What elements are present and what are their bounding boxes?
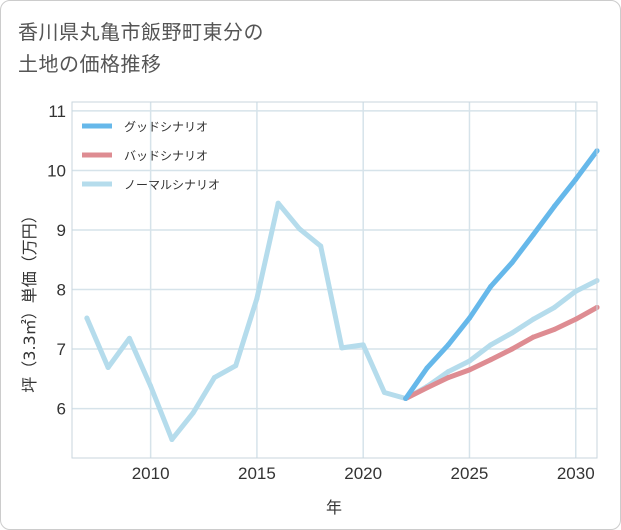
data-point xyxy=(551,304,557,310)
chart-title-line1: 香川県丸亀市飯野町東分の xyxy=(18,20,264,44)
data-point xyxy=(551,203,557,209)
data-point xyxy=(381,390,387,396)
chart-title-line2: 土地の価格推移 xyxy=(18,52,162,76)
series-line-1 xyxy=(403,304,600,401)
data-point xyxy=(339,345,345,351)
legend-label: バッドシナリオ xyxy=(124,149,208,163)
x-tick-label: 2010 xyxy=(132,464,170,483)
plot-frame xyxy=(71,101,598,459)
data-point xyxy=(530,232,536,238)
data-point xyxy=(424,385,430,391)
data-point xyxy=(509,346,515,352)
data-point xyxy=(445,375,451,381)
chart-title: 香川県丸亀市飯野町東分の 土地の価格推移 xyxy=(18,16,458,80)
data-point xyxy=(360,342,366,348)
data-point xyxy=(424,365,430,371)
series-line-2 xyxy=(84,200,600,442)
data-point xyxy=(573,288,579,294)
y-axis-label: 坪（3.3㎡）単価（万円） xyxy=(20,207,39,392)
data-point xyxy=(530,334,536,340)
series-line-0 xyxy=(403,148,600,401)
data-point xyxy=(148,383,154,389)
series-layer xyxy=(84,148,600,443)
data-point xyxy=(190,410,196,416)
x-tick-label: 2020 xyxy=(344,464,382,483)
x-tick-label: 2025 xyxy=(451,464,489,483)
y-tick-label: 6 xyxy=(57,400,66,419)
data-point xyxy=(211,375,217,381)
data-point xyxy=(488,284,494,290)
data-point xyxy=(466,367,472,373)
data-point xyxy=(126,335,132,341)
y-tick-label: 9 xyxy=(57,221,66,240)
data-point xyxy=(466,358,472,364)
data-point xyxy=(105,365,111,371)
x-tick-label: 2015 xyxy=(238,464,276,483)
data-point xyxy=(169,437,175,443)
data-point xyxy=(573,176,579,182)
data-point xyxy=(275,200,281,206)
data-point xyxy=(466,315,472,321)
x-tick-label: 2030 xyxy=(557,464,595,483)
legend-label: ノーマルシナリオ xyxy=(124,178,220,192)
data-point xyxy=(403,395,409,401)
data-point xyxy=(488,357,494,363)
data-point xyxy=(254,295,260,301)
data-point xyxy=(551,326,557,332)
data-point xyxy=(233,363,239,369)
y-tick-label: 7 xyxy=(57,340,66,359)
data-point xyxy=(509,260,515,266)
data-point xyxy=(318,243,324,249)
legend-label: グッドシナリオ xyxy=(124,120,208,134)
data-point xyxy=(573,316,579,322)
y-tick-label: 11 xyxy=(48,102,66,121)
data-point xyxy=(530,316,536,322)
data-point xyxy=(445,369,451,375)
grid xyxy=(72,102,597,458)
data-point xyxy=(445,342,451,348)
data-point xyxy=(509,330,515,336)
y-tick-label: 10 xyxy=(47,161,66,180)
y-tick-label: 8 xyxy=(57,281,66,300)
axes: 6 7 8 9 10 11 2010 2015 2020 2025 2030 xyxy=(47,101,598,483)
data-point xyxy=(488,342,494,348)
data-point xyxy=(84,315,90,321)
data-point xyxy=(296,226,302,232)
x-axis-label: 年 xyxy=(326,498,342,517)
